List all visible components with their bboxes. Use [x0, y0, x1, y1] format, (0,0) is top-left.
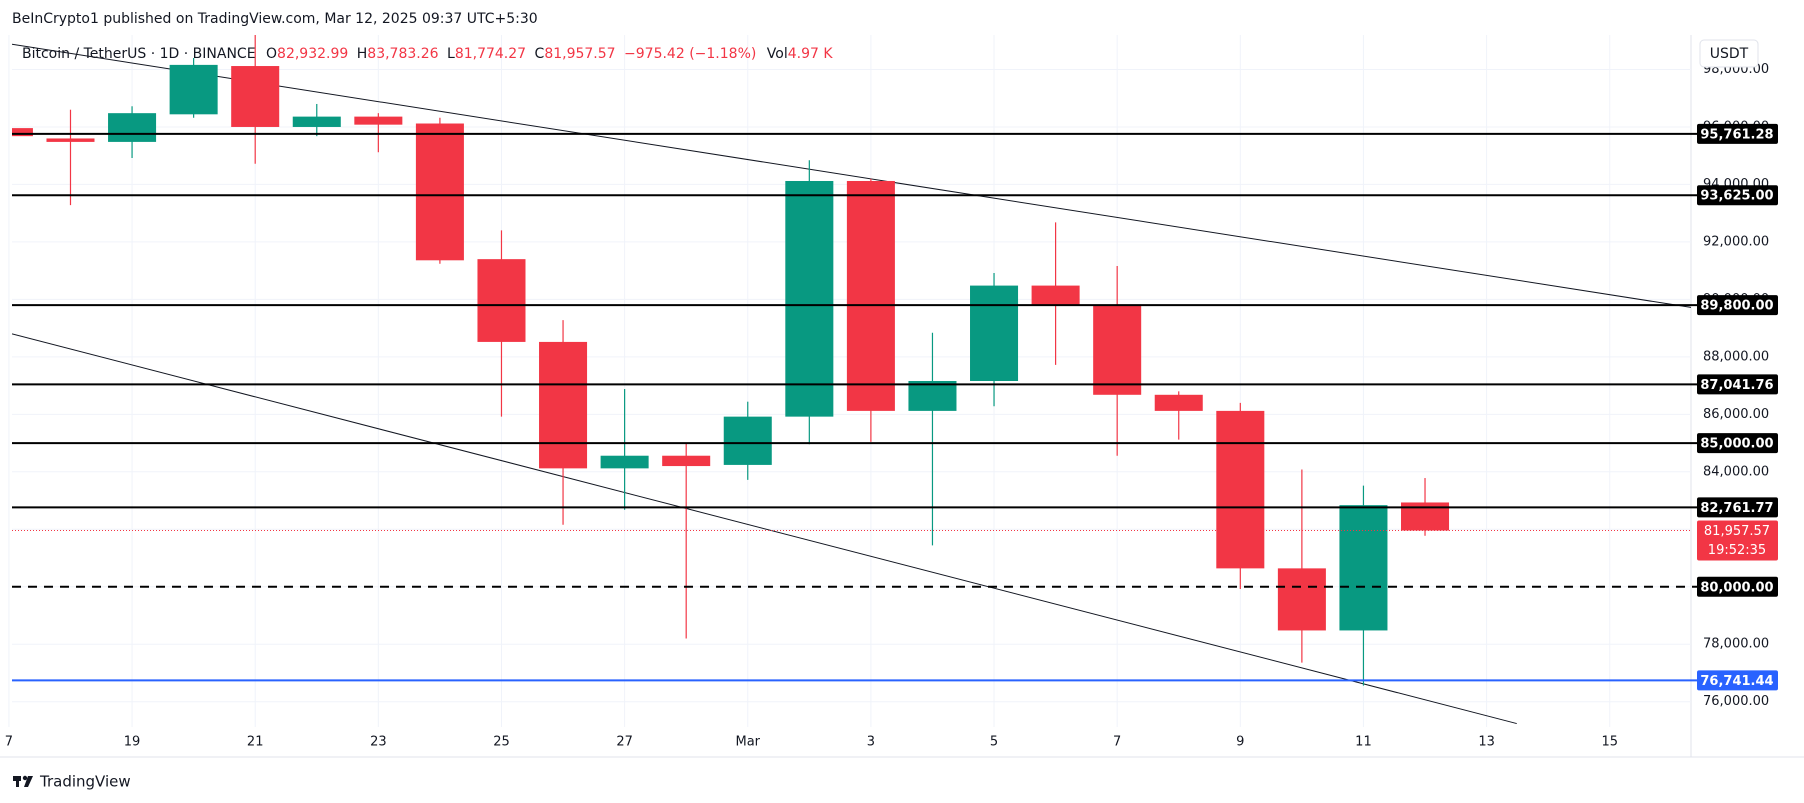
candle-body [1031, 285, 1080, 306]
candle-body [723, 416, 772, 465]
x-tick-label: 19 [124, 735, 141, 750]
brand: TradingView [39, 773, 131, 791]
candle-body [970, 285, 1019, 381]
currency-box[interactable] [1699, 39, 1759, 68]
candle-body [1093, 305, 1142, 395]
vol-label: Vol [767, 46, 788, 62]
level-label-box [1697, 433, 1778, 454]
symbol: Bitcoin / TetherUS · 1D · BINANCE [22, 46, 256, 62]
last-price-label: 81,957.57 [1704, 524, 1770, 539]
header-line: Bitcoin / TetherUS · 1D · BINANCE O82,93… [22, 46, 833, 62]
candle-body [46, 138, 95, 142]
y-tick-label: 84,000.00 [1703, 464, 1769, 479]
countdown: 19:52:35 [1708, 543, 1766, 558]
level-label: 85,000.00 [1700, 437, 1773, 452]
level-label: 76,741.44 [1700, 674, 1773, 689]
y-tick-label: 88,000.00 [1703, 349, 1769, 364]
candle-body [108, 113, 157, 142]
candle-body [1339, 505, 1388, 631]
x-tick-label: 11 [1355, 735, 1372, 750]
y-tick-label: 86,000.00 [1703, 407, 1769, 422]
candle-body [662, 455, 711, 467]
candle-body [1277, 568, 1326, 631]
x-tick-label: 7 [5, 735, 13, 750]
x-tick-label: 5 [990, 735, 998, 750]
candle-body [846, 180, 895, 411]
x-tick-label: 13 [1478, 735, 1495, 750]
l-label: L [447, 46, 455, 62]
x-tick-label: Mar [735, 735, 760, 750]
candle-body [415, 123, 464, 261]
level-label: 93,625.00 [1700, 189, 1773, 204]
level-label: 95,761.28 [1700, 127, 1773, 142]
level-label-box [1697, 576, 1778, 597]
candle-body [600, 455, 649, 469]
level-label-box [1697, 123, 1778, 144]
x-tick-label: 7 [1113, 735, 1121, 750]
candle-body [785, 180, 834, 417]
y-tick-label: 76,000.00 [1703, 694, 1769, 709]
x-tick-label: 21 [247, 735, 264, 750]
candle-body [354, 116, 403, 125]
candle-body [292, 116, 341, 127]
candle-body [231, 66, 280, 127]
c-value: 81,957.57 [544, 46, 615, 62]
o-label: O [266, 46, 277, 62]
level-label: 89,800.00 [1700, 299, 1773, 314]
level-label-box [1697, 185, 1778, 206]
vol-value: 4.97 K [788, 46, 834, 62]
candle-body [1154, 394, 1203, 411]
x-tick-label: 3 [867, 735, 875, 750]
trendline [12, 333, 1517, 725]
candle-body [1216, 410, 1265, 569]
level-label: 80,000.00 [1700, 580, 1773, 595]
level-label-box [1697, 295, 1778, 316]
candle-body [477, 259, 526, 342]
x-tick-label: 9 [1236, 735, 1244, 750]
trendline [12, 43, 1691, 308]
change: −975.42 (−1.18%) [624, 46, 756, 62]
l-value: 81,774.27 [455, 46, 526, 62]
candle-body [539, 341, 588, 469]
h-value: 83,783.26 [367, 46, 438, 62]
y-tick-label: 78,000.00 [1703, 637, 1769, 652]
currency: USDT [1710, 46, 1749, 62]
level-label: 87,041.76 [1700, 378, 1773, 393]
h-label: H [357, 46, 368, 62]
y-tick-label: 92,000.00 [1703, 234, 1769, 249]
level-label-box [1697, 374, 1778, 395]
x-tick-label: 15 [1601, 735, 1618, 750]
level-label-box [1697, 497, 1778, 518]
o-value: 82,932.99 [277, 46, 348, 62]
candle-body [908, 381, 957, 411]
publisher: BeInCrypto1 published on TradingView.com… [12, 11, 538, 27]
x-tick-label: 23 [370, 735, 387, 750]
c-label: C [535, 46, 545, 62]
last-price-box [1697, 520, 1778, 561]
candle-body [169, 64, 218, 115]
x-tick-label: 27 [616, 735, 633, 750]
logo [13, 775, 33, 787]
candle-body [12, 128, 33, 137]
x-tick-label: 25 [493, 735, 510, 750]
level-label-box [1697, 670, 1778, 691]
level-label: 82,761.77 [1700, 501, 1773, 516]
